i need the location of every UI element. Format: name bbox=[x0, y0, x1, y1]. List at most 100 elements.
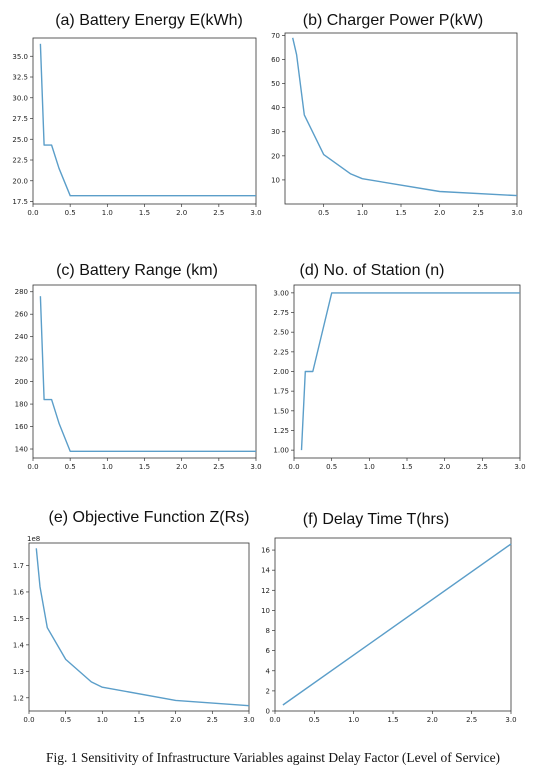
y-tick-label: 30 bbox=[271, 128, 280, 136]
panel-title: (a) Battery Energy E(kWh) bbox=[55, 12, 243, 29]
x-tick-label: 0.0 bbox=[269, 716, 280, 724]
x-tick-label: 0.5 bbox=[326, 463, 337, 471]
panel-battery-range: (c) Battery Range (km) 0.0 0.5 1.0 1.5 2.0 2.… bbox=[15, 262, 262, 471]
y-tick-label: 2.25 bbox=[273, 348, 289, 356]
y-tick-label: 17.5 bbox=[12, 198, 28, 206]
y-tick-label: 1.6 bbox=[13, 588, 25, 596]
y-offset-label: 1e8 bbox=[27, 535, 40, 543]
y-tick-label: 12 bbox=[261, 587, 270, 595]
x-tick-label: 2.0 bbox=[439, 463, 450, 471]
x-tick-label: 0.0 bbox=[288, 463, 299, 471]
y-tick-label: 180 bbox=[15, 401, 28, 409]
y-tick-label: 1.00 bbox=[273, 447, 289, 455]
y-tick-label: 16 bbox=[261, 547, 270, 555]
series-line bbox=[39, 296, 256, 452]
y-tick-label: 280 bbox=[15, 288, 28, 296]
y-tick-label: 10 bbox=[271, 176, 280, 184]
x-tick-label: 3.0 bbox=[250, 209, 261, 217]
x-tick-label: 3.0 bbox=[511, 209, 522, 217]
y-tick-label: 1.50 bbox=[273, 407, 289, 415]
x-tick-label: 0.5 bbox=[60, 716, 71, 724]
x-tick-label: 0.0 bbox=[27, 463, 38, 471]
panel-charger-power: (b) Charger Power P(kW) 0.5 1.0 1.5 2.0 2.5 3… bbox=[271, 12, 522, 217]
y-tick-label: 35.0 bbox=[12, 53, 28, 61]
y-tick-label: 160 bbox=[15, 423, 28, 431]
y-tick-label: 40 bbox=[271, 104, 280, 112]
x-tick-label: 3.0 bbox=[505, 716, 516, 724]
y-tick-label: 2.75 bbox=[273, 309, 289, 317]
x-tick-label: 1.0 bbox=[102, 463, 113, 471]
y-tick-label: 14 bbox=[261, 567, 270, 575]
x-tick-label: 1.5 bbox=[387, 716, 398, 724]
series-line bbox=[39, 43, 256, 197]
y-tick-label: 60 bbox=[271, 56, 280, 64]
x-tick-label: 2.5 bbox=[213, 209, 224, 217]
panel-objective-function: (e) Objective Function Z(Rs) 1e8 0.0 0.5 1… bbox=[13, 509, 255, 724]
panel-number-of-stations: (d) No. of Station (n) 0.0 0.5 1.0 1.5 2.0 2.… bbox=[273, 262, 525, 471]
x-tick-label: 2.5 bbox=[473, 209, 484, 217]
y-tick-label: 1.2 bbox=[13, 694, 24, 702]
x-tick-label: 3.0 bbox=[243, 716, 254, 724]
x-tick-label: 0.5 bbox=[65, 209, 76, 217]
y-tick-label: 1.7 bbox=[13, 562, 24, 570]
y-tick-label: 1.25 bbox=[273, 427, 289, 435]
x-tick-label: 3.0 bbox=[250, 463, 261, 471]
x-tick-label: 1.5 bbox=[139, 463, 150, 471]
y-tick-label: 2.00 bbox=[273, 368, 289, 376]
x-tick-label: 2.0 bbox=[176, 463, 187, 471]
panel-title: (b) Charger Power P(kW) bbox=[303, 12, 483, 29]
series-line bbox=[292, 37, 518, 197]
x-tick-label: 2.0 bbox=[434, 209, 445, 217]
y-tick-label: 240 bbox=[15, 333, 28, 341]
x-tick-label: 0.0 bbox=[23, 716, 34, 724]
y-tick-label: 220 bbox=[15, 356, 28, 364]
y-tick-label: 0 bbox=[266, 708, 270, 716]
y-tick-label: 4 bbox=[266, 667, 271, 675]
x-tick-label: 1.0 bbox=[357, 209, 368, 217]
x-tick-label: 2.5 bbox=[466, 716, 477, 724]
y-tick-label: 27.5 bbox=[12, 115, 28, 123]
y-tick-label: 1.5 bbox=[13, 615, 24, 623]
y-tick-label: 1.75 bbox=[273, 388, 289, 396]
x-tick-label: 1.5 bbox=[401, 463, 412, 471]
x-tick-label: 2.5 bbox=[477, 463, 488, 471]
x-tick-label: 1.5 bbox=[133, 716, 144, 724]
x-tick-label: 2.0 bbox=[170, 716, 181, 724]
x-tick-label: 0.5 bbox=[318, 209, 329, 217]
series-line bbox=[282, 543, 512, 706]
x-tick-label: 1.0 bbox=[348, 716, 359, 724]
x-tick-label: 1.5 bbox=[139, 209, 150, 217]
x-tick-label: 1.0 bbox=[102, 209, 113, 217]
plot-frame bbox=[32, 284, 257, 459]
x-tick-label: 0.0 bbox=[27, 209, 38, 217]
panel-battery-energy: (a) Battery Energy E(kWh) 0.0 0.5 1.0 1.5 2.… bbox=[12, 12, 261, 217]
plot-frame bbox=[32, 37, 257, 205]
y-tick-label: 20 bbox=[271, 152, 280, 160]
panel-title: (f) Delay Time T(hrs) bbox=[303, 511, 449, 528]
panel-delay-time: (f) Delay Time T(hrs) 0.0 0.5 1.0 1.5 2.0 2.5… bbox=[261, 511, 516, 724]
y-tick-label: 8 bbox=[266, 627, 270, 635]
x-tick-label: 0.5 bbox=[65, 463, 76, 471]
y-tick-label: 22.5 bbox=[12, 157, 28, 165]
x-tick-label: 2.0 bbox=[427, 716, 438, 724]
panel-title: (e) Objective Function Z(Rs) bbox=[49, 509, 250, 526]
y-tick-label: 6 bbox=[266, 647, 271, 655]
plot-frame bbox=[28, 542, 250, 712]
x-tick-label: 0.5 bbox=[309, 716, 320, 724]
x-tick-label: 2.5 bbox=[213, 463, 224, 471]
y-tick-label: 2.50 bbox=[273, 329, 289, 337]
x-tick-label: 1.0 bbox=[364, 463, 375, 471]
y-tick-label: 10 bbox=[261, 607, 270, 615]
y-tick-label: 3.00 bbox=[273, 289, 289, 297]
x-tick-label: 2.0 bbox=[176, 209, 187, 217]
y-tick-label: 260 bbox=[15, 311, 28, 319]
y-tick-label: 140 bbox=[15, 446, 28, 454]
y-tick-label: 50 bbox=[271, 80, 280, 88]
y-tick-label: 2 bbox=[266, 687, 270, 695]
y-tick-label: 25.0 bbox=[12, 136, 28, 144]
y-tick-label: 1.3 bbox=[13, 668, 24, 676]
x-tick-label: 1.0 bbox=[97, 716, 108, 724]
figure-caption: Fig. 1 Sensitivity of Infrastructure Var… bbox=[46, 750, 500, 765]
x-tick-label: 2.5 bbox=[207, 716, 218, 724]
y-tick-label: 20.0 bbox=[12, 177, 28, 185]
